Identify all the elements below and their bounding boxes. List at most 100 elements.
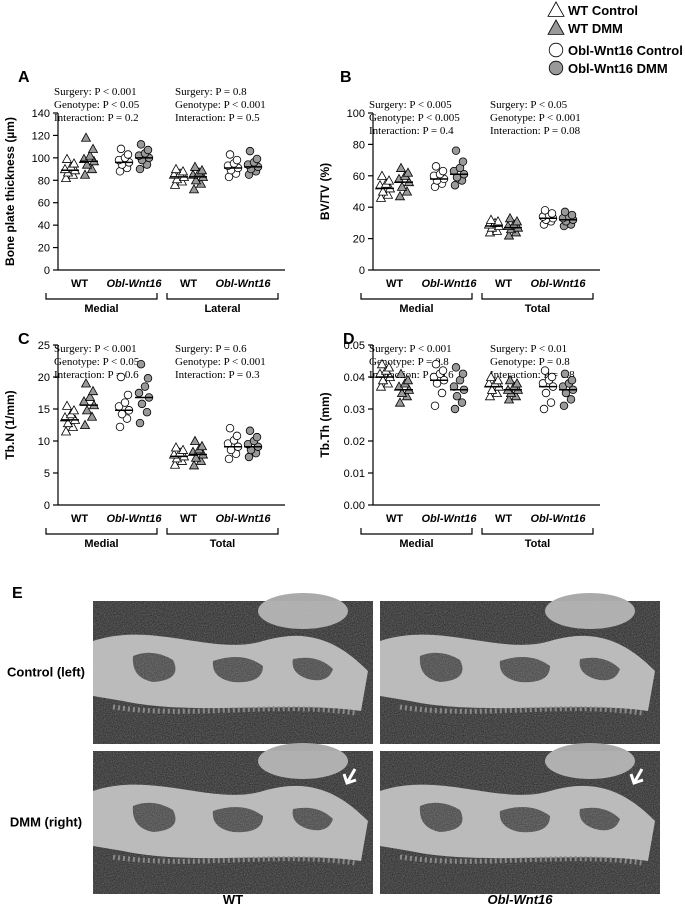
legend-marker bbox=[548, 42, 564, 58]
x-tick-label: Obl-Wnt16 bbox=[531, 278, 587, 290]
legend-label: Obl-Wnt16 DMM bbox=[568, 61, 668, 76]
y-tick-label: 25 bbox=[38, 340, 50, 352]
data-point bbox=[62, 417, 74, 428]
data-point bbox=[376, 358, 388, 369]
data-point bbox=[135, 164, 145, 174]
data-point bbox=[559, 401, 569, 411]
stat-annotation: Interaction: P = 0.08 bbox=[490, 125, 581, 137]
data-point bbox=[485, 214, 497, 224]
x-tick-label: Obl-Wnt16 bbox=[216, 278, 272, 290]
stat-annotation: Genotype: P < 0.001 bbox=[175, 356, 266, 368]
region-bracket bbox=[481, 293, 594, 300]
x-tick-label: WT bbox=[386, 278, 403, 290]
panel-label: C bbox=[18, 331, 30, 348]
data-point bbox=[504, 212, 516, 223]
stat-annotation: Genotype: P < 0.05 bbox=[54, 99, 140, 111]
y-tick-label: 20 bbox=[38, 243, 50, 255]
data-point bbox=[80, 132, 92, 142]
stat-annotation: Surgery: P < 0.001 bbox=[54, 343, 137, 355]
image-noise bbox=[93, 601, 373, 744]
data-point bbox=[252, 154, 262, 164]
image-noise bbox=[380, 601, 660, 744]
data-point bbox=[87, 385, 99, 396]
y-tick-label: 0.00 bbox=[344, 500, 365, 512]
y-tick-label: 80 bbox=[38, 175, 50, 187]
data-point bbox=[457, 398, 467, 407]
row-label: DMM (right) bbox=[10, 815, 82, 830]
data-point bbox=[383, 175, 395, 185]
data-point bbox=[376, 170, 388, 180]
panel-label: A bbox=[18, 69, 30, 86]
image-noise bbox=[380, 751, 660, 894]
x-tick-label: Obl-Wnt16 bbox=[107, 513, 163, 525]
stat-annotation: Genotype: P < 0.001 bbox=[175, 99, 266, 111]
data-point bbox=[140, 382, 150, 391]
y-tick-label: 80 bbox=[353, 139, 365, 151]
y-tick-label: 20 bbox=[353, 234, 365, 246]
region-label: Lateral bbox=[204, 303, 240, 315]
data-point bbox=[123, 150, 133, 159]
x-tick-label: Obl-Wnt16 bbox=[531, 513, 587, 525]
y-tick-label: 0.02 bbox=[344, 436, 365, 448]
data-point bbox=[232, 155, 242, 165]
y-axis-label: Tb.Th (mm) bbox=[318, 392, 332, 457]
data-point bbox=[244, 452, 254, 462]
data-point bbox=[503, 230, 515, 240]
stat-annotation: Surgery: P = 0.8 bbox=[175, 86, 247, 98]
panel-label: D bbox=[343, 331, 355, 348]
stat-annotation: Surgery: P < 0.05 bbox=[490, 99, 568, 111]
data-point bbox=[394, 190, 406, 201]
data-point bbox=[189, 435, 201, 446]
y-tick-label: 40 bbox=[38, 220, 50, 232]
data-point bbox=[120, 398, 130, 407]
data-point bbox=[450, 404, 460, 414]
stat-annotation: Surgery: P < 0.01 bbox=[490, 343, 567, 355]
stat-annotation: Surgery: P < 0.005 bbox=[369, 99, 452, 111]
stat-annotation: Interaction: P = 0.4 bbox=[369, 125, 454, 137]
micro-ct-image bbox=[380, 743, 660, 894]
data-point bbox=[136, 140, 146, 149]
data-point bbox=[117, 409, 127, 419]
x-tick-label: WT bbox=[180, 278, 197, 290]
legend-marker bbox=[548, 60, 564, 76]
data-point bbox=[245, 146, 255, 156]
x-tick-label: Obl-Wnt16 bbox=[422, 278, 478, 290]
data-point bbox=[252, 432, 262, 442]
data-point bbox=[484, 226, 496, 237]
region-bracket bbox=[166, 528, 279, 535]
data-point bbox=[377, 186, 389, 196]
y-tick-label: 100 bbox=[347, 108, 365, 120]
stat-annotation: Interaction: P = 0.5 bbox=[175, 112, 260, 124]
data-point bbox=[484, 390, 496, 401]
stat-annotation: Genotype: P < 0.005 bbox=[369, 112, 460, 124]
stat-annotation: Genotype: P < 0.001 bbox=[490, 112, 581, 124]
region-bracket bbox=[360, 293, 473, 300]
region-label: Medial bbox=[399, 538, 433, 550]
data-point bbox=[458, 157, 468, 166]
data-point bbox=[61, 400, 73, 410]
data-point bbox=[540, 206, 550, 215]
data-point bbox=[451, 363, 461, 372]
data-point bbox=[143, 145, 153, 155]
data-point bbox=[546, 398, 556, 407]
data-point bbox=[401, 186, 413, 196]
region-bracket bbox=[166, 293, 279, 300]
data-point bbox=[224, 454, 234, 464]
data-point bbox=[81, 404, 93, 415]
data-point bbox=[137, 399, 147, 409]
y-tick-label: 100 bbox=[32, 153, 50, 165]
data-point bbox=[116, 372, 126, 382]
data-point bbox=[79, 419, 91, 430]
data-point bbox=[377, 374, 389, 385]
data-point bbox=[402, 374, 414, 385]
data-point bbox=[79, 169, 91, 179]
region-label: Total bbox=[525, 303, 550, 315]
data-point bbox=[84, 150, 96, 160]
legend-label: Obl-Wnt16 Control bbox=[568, 43, 683, 58]
image-noise bbox=[93, 751, 373, 894]
y-tick-label: 40 bbox=[353, 202, 365, 214]
data-point bbox=[188, 183, 200, 194]
region-label: Total bbox=[525, 538, 550, 550]
data-point bbox=[134, 388, 144, 398]
data-point bbox=[486, 384, 498, 394]
